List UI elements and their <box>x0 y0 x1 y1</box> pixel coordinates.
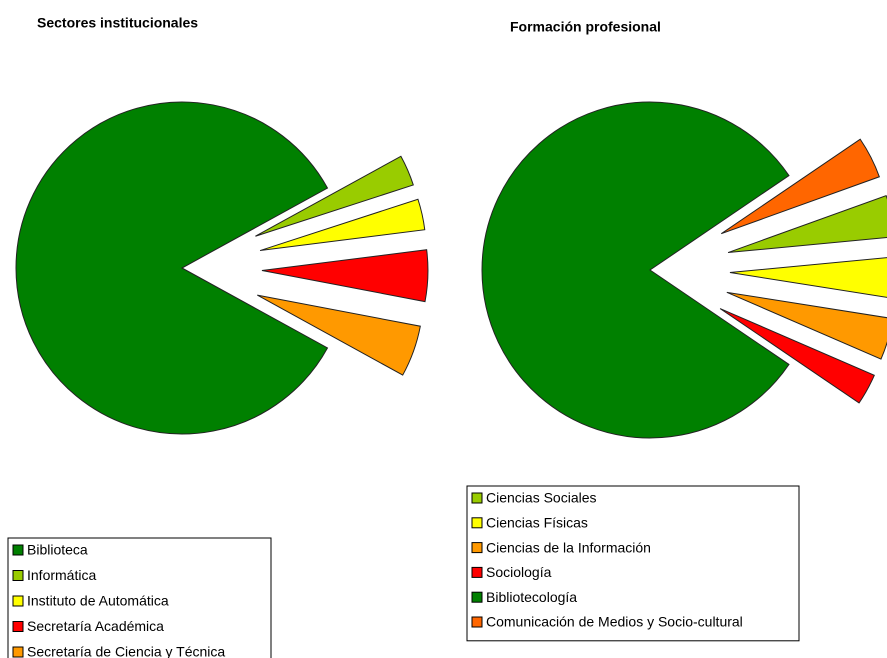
legend-label: Comunicación de Medios y Socio-cultural <box>486 614 743 630</box>
legend-swatch <box>12 570 24 581</box>
legend-swatch <box>12 621 24 632</box>
legend-swatch <box>471 566 483 578</box>
legend-swatch <box>471 591 483 603</box>
legend-swatch <box>12 595 24 607</box>
pie-slice <box>257 294 421 376</box>
pie-slice <box>719 308 875 404</box>
legend-swatch <box>12 646 24 658</box>
pie-slice <box>729 257 887 298</box>
legend-swatch <box>471 616 483 628</box>
legend-label: Informática <box>27 567 96 583</box>
pie-slice <box>255 155 414 237</box>
pie-slice <box>720 138 880 235</box>
legend-swatch <box>12 544 24 556</box>
legend-label: Instituto de Automática <box>27 593 169 609</box>
chart-title: Formación profesional <box>510 19 661 35</box>
legend-label: Secretaría Académica <box>27 618 164 634</box>
legend-swatch <box>471 542 483 554</box>
legend-label: Sociología <box>486 564 552 580</box>
pie-slice <box>726 291 887 360</box>
legend-swatch <box>471 492 483 504</box>
pie-slice <box>15 101 329 435</box>
legend-box <box>466 485 800 642</box>
legend-label: Bibliotecología <box>486 589 577 605</box>
legend-swatch <box>471 517 483 529</box>
legend-label: Ciencias Sociales <box>486 490 597 506</box>
legend-label: Secretaría de Ciencia y Técnica <box>27 644 225 658</box>
legend-label: Ciencias Físicas <box>486 515 588 531</box>
legend-label: Ciencias de la Información <box>486 539 651 555</box>
pie-slice <box>481 101 790 439</box>
chart-title: Sectores institucionales <box>37 15 198 31</box>
pie-slice <box>261 249 429 303</box>
legend-box <box>7 537 272 658</box>
legend-label: Biblioteca <box>27 542 88 558</box>
pie-slice <box>259 198 426 252</box>
pie-slice <box>727 195 887 254</box>
